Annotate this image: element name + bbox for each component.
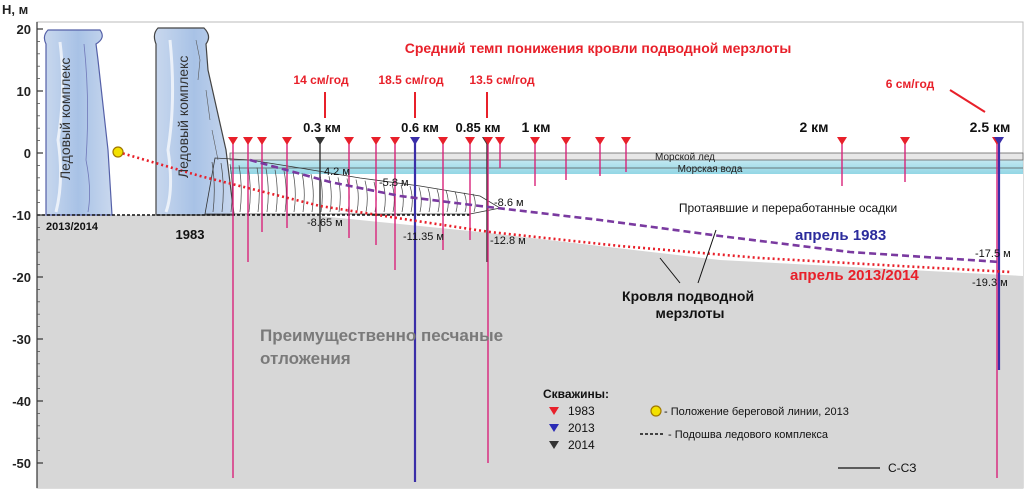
depth-label-8-6: -8.6 м <box>494 197 524 209</box>
borehole-marker <box>530 137 540 145</box>
borehole-marker <box>371 137 381 145</box>
depth-label-19-3: -19.3 м <box>972 277 1008 289</box>
borehole-marker <box>410 137 420 145</box>
rate-label-1: 14 см/год <box>293 73 349 87</box>
depth-label-12-8: -12.8 м <box>490 235 526 247</box>
legend-borehole-marker <box>549 407 559 415</box>
depth-label-11-35: -11.35 м <box>403 231 444 243</box>
legend-borehole-year: 1983 <box>568 404 595 418</box>
legend-borehole-year: 2013 <box>568 421 595 435</box>
legend-borehole-year: 2014 <box>568 438 595 452</box>
borehole-marker <box>621 137 631 145</box>
distance-label-0-85: 0.85 км <box>455 120 500 135</box>
permafrost-label-leader-2 <box>697 229 717 284</box>
sea-water-label: Морская вода <box>678 164 743 175</box>
borehole-marker <box>228 137 238 145</box>
borehole-marker <box>595 137 605 145</box>
depth-label-5-8: -5.8 м <box>379 177 409 189</box>
y-axis-tick-label: 10 <box>17 84 31 99</box>
borehole-marker <box>900 137 910 145</box>
distance-label-2: 2 км <box>799 119 828 135</box>
thawed-sediments-label: Протаявшие и переработанные осадки <box>679 201 897 215</box>
sand-deposits-area <box>37 215 1023 488</box>
april-2013-label: апрель 2013/2014 <box>790 267 919 284</box>
legend: Скважины: 1983 2013 2014 - Положение берег… <box>543 387 849 452</box>
y-axis-tick-label: 20 <box>17 22 31 37</box>
distance-label-2-5: 2.5 км <box>970 119 1011 135</box>
boreholes-group <box>228 137 1004 482</box>
borehole-marker <box>994 137 1004 145</box>
borehole-marker <box>483 137 493 145</box>
legend-borehole-marker <box>549 441 559 449</box>
ice-complex-1983 <box>153 27 235 216</box>
y-axis-tick-label: 0 <box>24 146 31 161</box>
legend-borehole-marker <box>549 424 559 432</box>
y-axis: 20 10 0 -10 -20 -30 -40 -50 <box>12 22 43 488</box>
borehole-marker <box>282 137 292 145</box>
borehole-marker <box>438 137 448 145</box>
ice-complex-year-1983: 1983 <box>176 227 205 242</box>
distance-label-1: 1 км <box>521 119 550 135</box>
borehole-marker <box>561 137 571 145</box>
ice-complex-2013 <box>43 29 113 216</box>
rate-label-4: 6 см/год <box>886 77 935 91</box>
permafrost-top-label: Кровля подводной мерзлоты <box>622 288 758 321</box>
rate-label-3: 13.5 см/год <box>469 73 535 87</box>
borehole-marker <box>390 137 400 145</box>
borehole-marker <box>465 137 475 145</box>
y-axis-label: H, м <box>2 2 28 17</box>
permafrost-top-1983-line <box>249 158 1001 264</box>
borehole-marker <box>837 137 847 145</box>
ice-complex-year-2013: 2013/2014 <box>46 221 99 233</box>
borehole-marker <box>315 137 325 145</box>
borehole-marker <box>344 137 354 145</box>
depth-label-17-5: -17.5 м <box>975 248 1011 260</box>
permafrost-label-leader-1 <box>659 257 681 284</box>
distance-label-0-3: 0.3 км <box>303 120 341 135</box>
legend-title: Скважины: <box>543 387 609 401</box>
y-axis-tick-label: -20 <box>12 270 31 285</box>
depth-label-4-2: 4.2 м <box>324 166 350 178</box>
y-axis-tick-label: -50 <box>12 456 31 471</box>
rate-label-2: 18.5 см/год <box>378 73 444 87</box>
y-axis-tick-label: -30 <box>12 332 31 347</box>
y-axis-tick-label: -10 <box>12 208 31 223</box>
april-1983-label: апрель 1983 <box>795 227 886 244</box>
borehole-marker <box>257 137 267 145</box>
ice-complex-label-2013: Ледовый комплекс <box>57 58 73 180</box>
depth-label-8-65: -8.65 м <box>307 217 343 229</box>
shoreline-marker <box>112 146 124 158</box>
borehole-marker <box>243 137 253 145</box>
sand-deposits-label: Преимущественно песчаные отложения <box>260 326 508 368</box>
legend-shoreline-text: - Положение береговой линии, 2013 <box>664 406 849 418</box>
borehole-marker <box>495 137 505 145</box>
direction-label: С-СЗ <box>888 461 916 475</box>
y-axis-tick-label: -40 <box>12 394 31 409</box>
distance-label-0-6: 0.6 км <box>401 120 439 135</box>
legend-shoreline-marker <box>650 405 662 417</box>
diagram-title: Средний темп понижения кровли подводной … <box>405 40 792 56</box>
sea-ice-label: Морской лед <box>655 152 715 163</box>
ice-complex-label-1983: Ледовый комплекс <box>175 56 191 178</box>
permafrost-top-2013-line <box>117 150 1011 274</box>
legend-ice-base-text: - Подошва ледового комплекса <box>668 429 829 441</box>
rate-arrow-4 <box>949 89 986 113</box>
